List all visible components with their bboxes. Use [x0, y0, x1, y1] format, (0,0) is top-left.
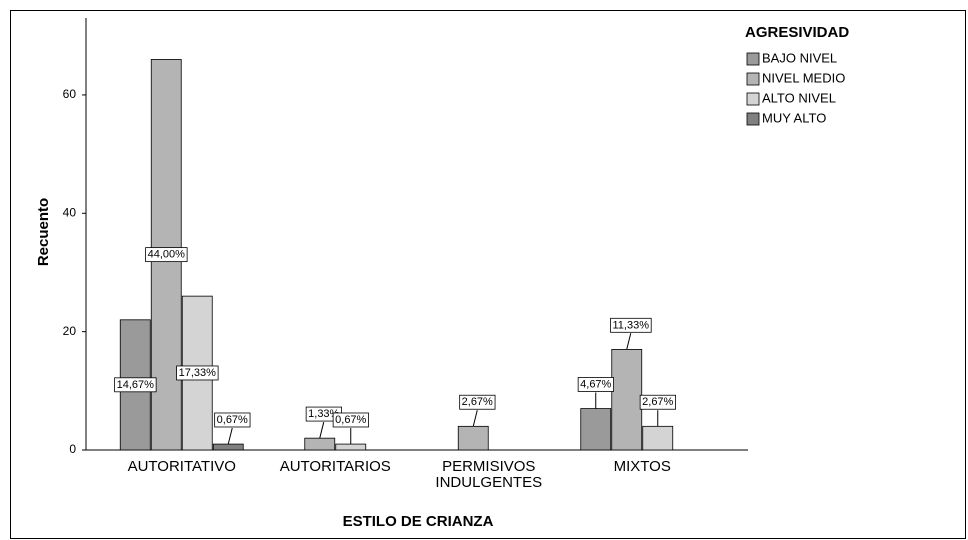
value-label: 4,67% — [580, 378, 611, 390]
legend-swatch — [746, 112, 760, 126]
legend-label: ALTO NIVEL — [762, 90, 836, 105]
value-label-box — [332, 412, 369, 428]
value-label-box — [459, 394, 496, 410]
label-leader — [319, 421, 325, 439]
legend-swatch — [746, 92, 760, 106]
legend-label: BAJO NIVEL — [762, 50, 837, 65]
bar — [335, 443, 367, 451]
bar — [580, 408, 612, 451]
bar — [304, 437, 336, 451]
bar — [611, 348, 643, 451]
label-leader — [472, 410, 478, 427]
value-label: 0,67% — [217, 414, 248, 426]
value-label-box — [639, 394, 676, 410]
x-tick-label: AUTORITARIOS — [279, 458, 391, 475]
legend-label: MUY ALTO — [762, 110, 826, 125]
frame — [10, 10, 966, 539]
x-tick-label: MIXTOS — [613, 458, 671, 475]
value-label: 1,33% — [308, 408, 339, 420]
label-leader — [626, 333, 632, 350]
legend-title: AGRESIVIDAD — [745, 24, 849, 41]
value-label: 2,67% — [642, 396, 673, 408]
legend-swatch — [746, 72, 760, 86]
value-label-box — [114, 377, 157, 393]
label-leader — [227, 427, 233, 445]
legend-label: NIVEL MEDIO — [762, 70, 845, 85]
bar — [212, 443, 244, 451]
x-tick-label: AUTORITATIVO — [127, 458, 236, 475]
value-label-box — [577, 377, 614, 392]
y-tick-label: 40 — [63, 205, 77, 219]
bar — [642, 425, 674, 451]
value-label: 11,33% — [613, 319, 650, 331]
value-label-box — [214, 412, 251, 428]
legend-swatch — [746, 52, 760, 66]
value-label-box — [176, 365, 219, 381]
value-label-box — [145, 247, 188, 263]
x-tick-label: PERMISIVOS INDULGENTES — [435, 458, 543, 491]
value-label: 17,33% — [179, 367, 217, 379]
value-label: 2,67% — [462, 396, 493, 408]
value-label: 44,00% — [148, 249, 186, 261]
y-tick-label: 0 — [69, 442, 76, 456]
value-label: 0,67% — [335, 414, 366, 426]
x-axis-title: ESTILO DE CRIANZA — [343, 513, 494, 530]
value-label-box — [610, 317, 652, 333]
y-axis-title: Recuento — [35, 198, 52, 266]
y-tick-label: 20 — [63, 324, 77, 338]
value-label: 14,67% — [117, 379, 155, 391]
y-tick-label: 60 — [63, 87, 77, 101]
bar — [457, 425, 489, 451]
